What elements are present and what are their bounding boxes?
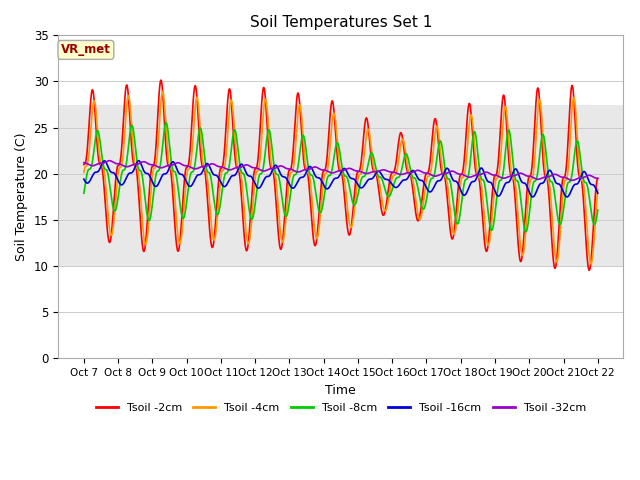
X-axis label: Time: Time: [326, 384, 356, 396]
Title: Soil Temperatures Set 1: Soil Temperatures Set 1: [250, 15, 432, 30]
Y-axis label: Soil Temperature (C): Soil Temperature (C): [15, 132, 28, 261]
Bar: [58, 105, 623, 266]
Legend: Tsoil -2cm, Tsoil -4cm, Tsoil -8cm, Tsoil -16cm, Tsoil -32cm: Tsoil -2cm, Tsoil -4cm, Tsoil -8cm, Tsoi…: [92, 398, 590, 417]
Text: VR_met: VR_met: [61, 43, 111, 57]
